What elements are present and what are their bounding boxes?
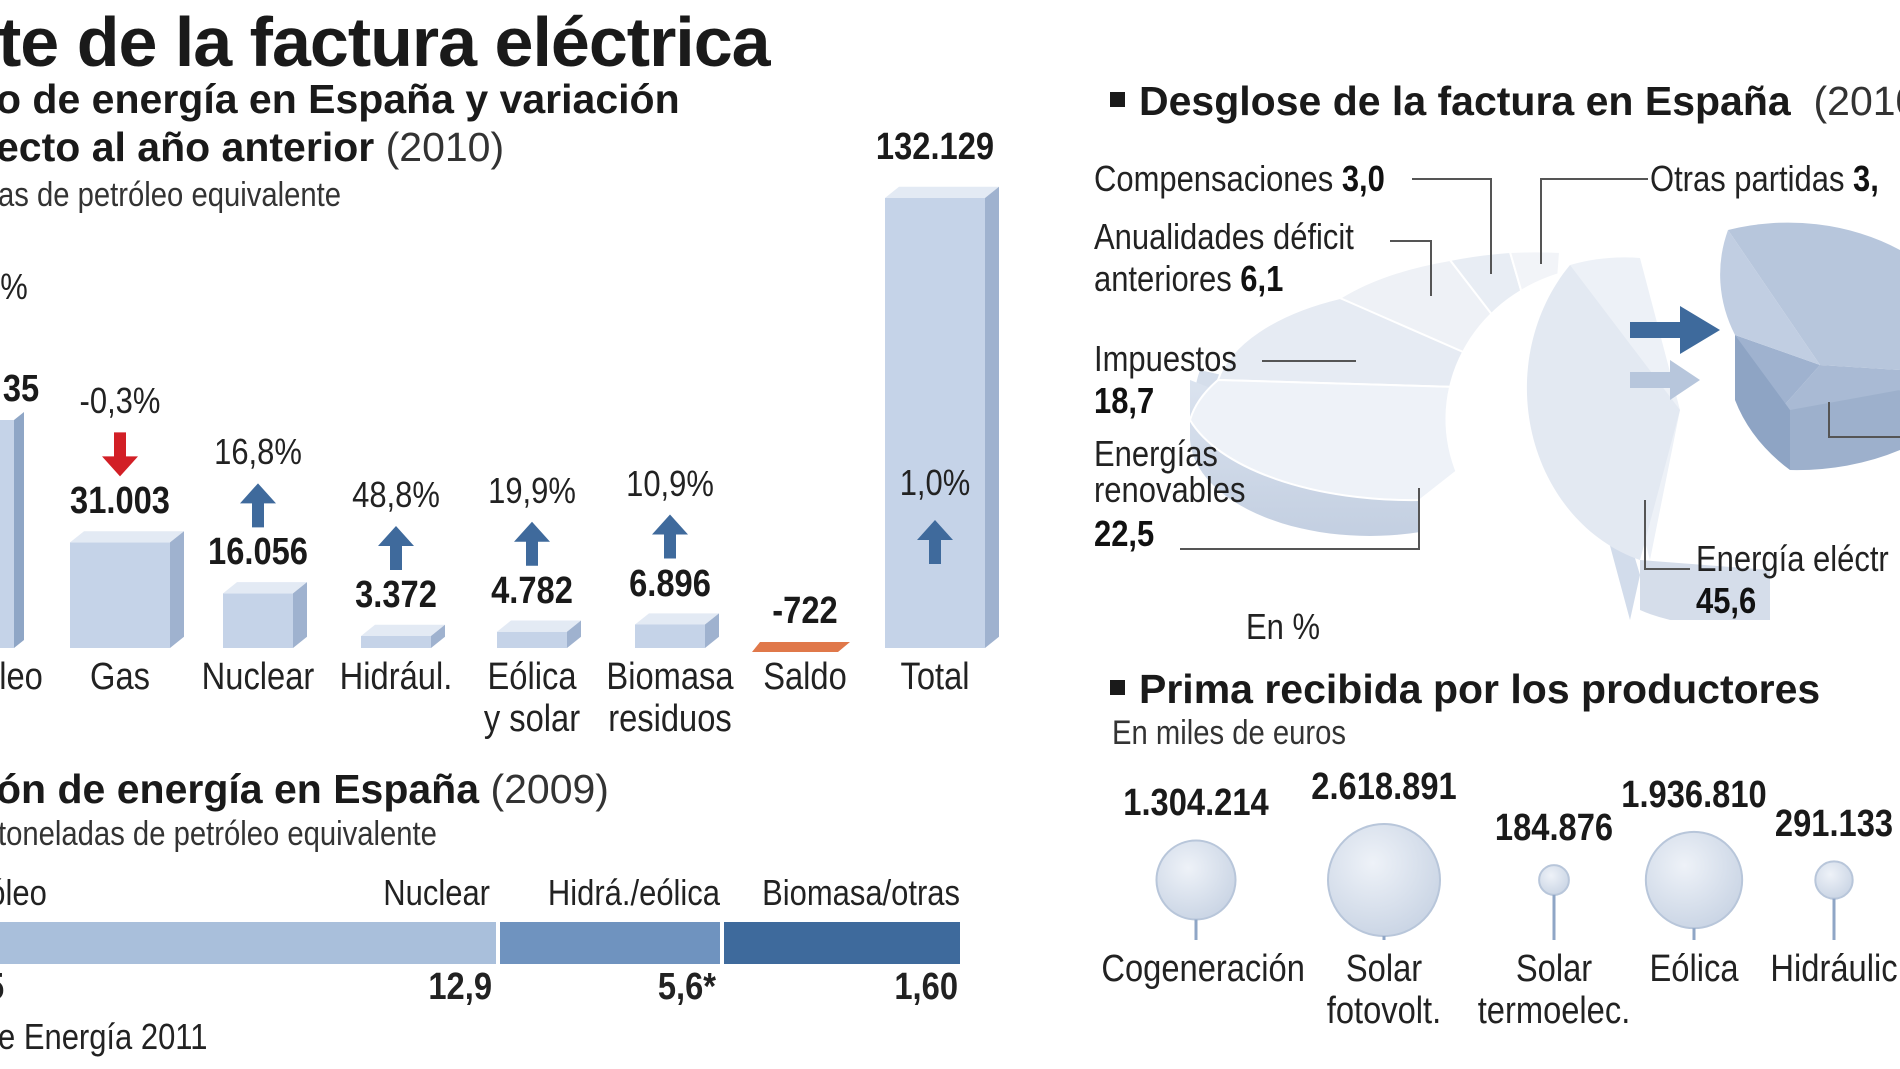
- bubble-category-solar-termoelec-: Solar: [1515, 948, 1593, 990]
- value-label-nuclear: 16.056: [208, 531, 308, 574]
- pie-label-renovables: Energías renovables 22,5: [1094, 433, 1246, 555]
- category-saldo: Saldo: [763, 656, 847, 698]
- value-label-e-lica-y-solar: 4.782: [491, 569, 573, 612]
- stack-segment-petroleo-nuclear: [0, 922, 496, 964]
- desglose-heading: Desglose de la factura en España (2010: [1110, 78, 1900, 125]
- bar-gas: [70, 531, 184, 648]
- bubble-value-e-lica: 1.936.810: [1621, 773, 1767, 816]
- bullet-icon: [1110, 679, 1125, 695]
- main-title: te de la factura eléctrica: [0, 3, 771, 81]
- partial-pct: %: [0, 266, 28, 307]
- production-stacked-bar: [0, 922, 960, 964]
- pie-label-anualidades: Anualidades déficit anteriores 6,1: [1094, 216, 1354, 299]
- partial-petroleo-bar: [0, 412, 24, 648]
- stack-header-nuclear: Nuclear: [383, 872, 490, 913]
- partial-value: 35: [2, 368, 40, 410]
- desglose-year: (2010: [1813, 78, 1900, 124]
- bar-saldo: [752, 642, 850, 652]
- category-total: Total: [900, 656, 970, 698]
- stack-header-r-leo: róleo: [0, 872, 47, 913]
- value-label-total: 132.129: [875, 126, 995, 168]
- category-gas: Gas: [90, 656, 150, 698]
- source-note: e Energía 2011: [0, 1016, 208, 1057]
- value-label-biomasa-residuos: 6.896: [629, 562, 711, 605]
- pie-highlight-group: [1720, 222, 1900, 471]
- bar-biomasa-residuos: [635, 613, 719, 648]
- consumo-unit: as de petróleo equivalente: [0, 176, 342, 214]
- bar-e-lica-y-solar: [497, 620, 581, 648]
- bubble-category-cogeneraci-n: Cogeneración: [1101, 948, 1305, 990]
- arrow-up-icon: [378, 526, 414, 570]
- bullet-icon: [1110, 91, 1125, 107]
- bubble-hidr-ulic: [1814, 860, 1854, 940]
- pie-label-energia: Energía eléctr 45,6: [1696, 538, 1889, 621]
- value-label-saldo: -722: [772, 590, 838, 632]
- bubble-value-solar-fotovolt-: 2.618.891: [1311, 766, 1457, 808]
- bar-hidr-ul-: [361, 624, 445, 648]
- bubble-chart: [1155, 823, 1854, 940]
- category-hidr-ul-: Hidrául.: [339, 656, 453, 698]
- consumo-heading-line2: ecto al año anterior (2010): [0, 124, 505, 170]
- bubble-category-solar-termoelec--line2: termoelec.: [1477, 990, 1631, 1032]
- bubble-category-solar-fotovolt--line2: fotovolt.: [1326, 990, 1442, 1032]
- bubble-e-lica: [1644, 830, 1744, 940]
- bubble-solar-fotovolt-: [1327, 823, 1441, 940]
- stack-segment-hidra-eolica: [500, 922, 720, 964]
- produccion-year: (2009): [490, 766, 609, 812]
- arrow-up-icon: [652, 514, 688, 559]
- variation-gas: -0,3%: [79, 380, 161, 422]
- produccion-unit: toneladas de petróleo equivalente: [0, 815, 437, 853]
- pie-arrow-icons: [1630, 306, 1720, 400]
- variation-total: 1,0%: [899, 462, 971, 503]
- bubble-category-solar-fotovolt-: Solar: [1345, 948, 1423, 990]
- prima-unit: En miles de euros: [1112, 714, 1347, 752]
- stack-header-biomasa-otras: Biomasa/otras: [762, 872, 960, 913]
- prima-heading: Prima recibida por los productores: [1110, 666, 1820, 713]
- bar-total: [885, 186, 999, 649]
- pie-unit: En %: [1246, 606, 1321, 647]
- category-biomasa-residuos: Biomasa: [606, 656, 734, 698]
- consumo-year: (2010): [385, 124, 505, 170]
- partial-category: leo: [0, 656, 43, 698]
- bubble-value-solar-termoelec-: 184.876: [1494, 807, 1614, 850]
- consumption-bar-chart: [0, 186, 999, 652]
- arrow-down-icon: [102, 432, 138, 477]
- category-e-lica-y-solar-line2: y solar: [483, 698, 581, 740]
- bubble-category-e-lica: Eólica: [1649, 948, 1739, 990]
- bubble-cogeneraci-n: [1155, 839, 1237, 940]
- stack-value-r-leo: 5: [0, 966, 192, 1008]
- variation-e-lica-y-solar: 19,9%: [488, 469, 576, 511]
- pie-label-impuestos: Impuestos 18,7: [1094, 338, 1237, 421]
- pie-label-compensaciones: Compensaciones 3,0: [1094, 158, 1385, 199]
- stack-value-nuclear: 12,9: [428, 966, 492, 1008]
- consumo-heading-line1: o de energía en España y variación: [0, 76, 680, 122]
- variation-hidr-ul-: 48,8%: [352, 474, 440, 515]
- arrow-up-icon: [240, 483, 276, 528]
- variation-biomasa-residuos: 10,9%: [626, 462, 714, 504]
- bubble-value-hidr-ulic: 291.133: [1774, 803, 1894, 846]
- bubble-value-cogeneraci-n: 1.304.214: [1123, 782, 1269, 825]
- value-label-hidr-ul-: 3.372: [355, 574, 437, 616]
- category-nuclear: Nuclear: [201, 656, 315, 698]
- produccion-heading: ón de energía en España (2009): [0, 766, 609, 812]
- bar-nuclear: [223, 582, 307, 648]
- stack-header-hidr-e-lica: Hidrá./eólica: [547, 872, 720, 913]
- variation-nuclear: 16,8%: [214, 431, 302, 473]
- category-e-lica-y-solar: Eólica: [487, 656, 577, 698]
- value-label-gas: 31.003: [70, 480, 170, 523]
- bubble-category-hidr-ulic: Hidráulic: [1770, 948, 1898, 990]
- stack-value-hidr-e-lica: 5,6*: [657, 966, 716, 1008]
- arrow-up-icon: [514, 521, 550, 566]
- stack-value-biomasa-otras: 1,60: [894, 966, 958, 1008]
- pie-chart: [1188, 222, 1900, 620]
- stack-segment-biomasa-otras: [724, 922, 960, 964]
- arrow-up-icon: [917, 520, 953, 564]
- pie-label-otras: Otras partidas 3,: [1650, 158, 1879, 199]
- category-biomasa-residuos-line2: residuos: [608, 698, 732, 740]
- bubble-solar-termoelec-: [1538, 864, 1570, 940]
